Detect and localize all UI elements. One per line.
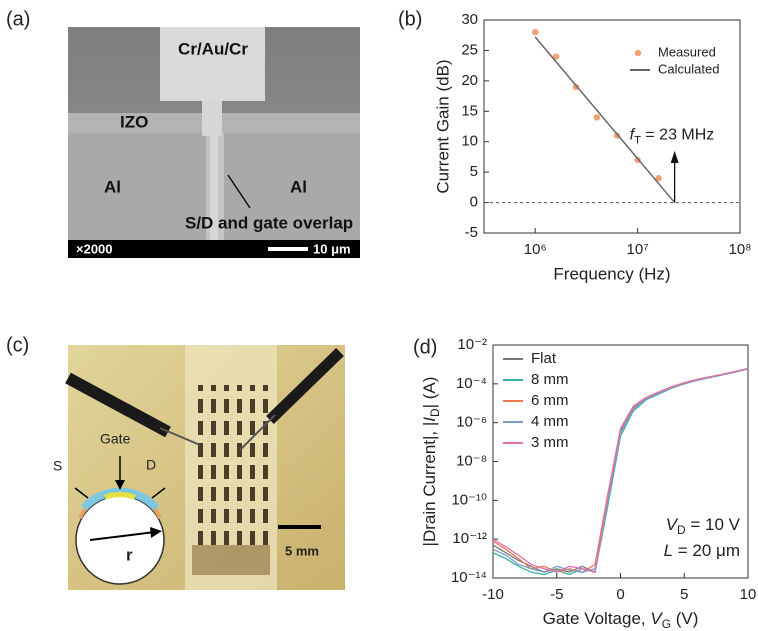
- y-tick-label: 10⁻¹⁰: [451, 491, 487, 508]
- plot-area: [532, 29, 675, 203]
- x-tick-label: 10⁶: [524, 241, 547, 258]
- y-tick-label: 10⁻⁸: [456, 452, 487, 469]
- legend-label: 6 mm: [531, 392, 569, 409]
- x-tick-label: 10⁷: [627, 241, 649, 258]
- y-tick-label: 15: [461, 102, 478, 119]
- y-tick-label: 10: [461, 133, 478, 150]
- x-axis-label: Frequency (Hz): [553, 264, 670, 283]
- image-label: IZO: [120, 112, 148, 131]
- x-axis-label-part: Gate Voltage,: [543, 609, 651, 628]
- panel-label: (c): [6, 334, 29, 356]
- panel-label: (b): [398, 8, 422, 30]
- annotation-part: = 10 V: [686, 515, 741, 534]
- legend-label: 3 mm: [531, 434, 569, 451]
- marker: [594, 114, 600, 120]
- x-axis-label-part: G: [662, 617, 671, 631]
- marker: [532, 29, 538, 35]
- annotation-part: L: [664, 541, 673, 560]
- annotation: L = 20 μm: [664, 541, 740, 560]
- legend-label: 8 mm: [531, 371, 569, 388]
- x-tick-label: 5: [680, 586, 688, 603]
- y-tick-label: 5: [470, 163, 478, 180]
- x-tick-label: 0: [616, 586, 624, 603]
- y-tick-label: 25: [461, 41, 478, 58]
- y-tick-label: 10⁻²: [457, 336, 487, 353]
- panel-label: (a): [6, 8, 30, 30]
- sem-image: Cr/Au/Cr IZO Al Al S/D and gate overlap …: [68, 27, 360, 258]
- legend-label: Measured: [658, 44, 716, 59]
- image-label: Cr/Au/Cr: [178, 39, 248, 58]
- legend-label: Flat: [531, 350, 557, 367]
- annotation: VD = 10 V: [666, 515, 741, 537]
- image-label: Al: [104, 177, 121, 196]
- magnification: ×2000: [76, 241, 113, 256]
- x-axis-label: Gate Voltage, VG (V): [543, 609, 699, 631]
- figure-canvas: (a) (b) (c) (d) Cr/Au/Cr IZO Al Al S/D a…: [0, 0, 758, 631]
- scale-bar-label: 5 mm: [285, 543, 319, 558]
- x-tick-label: 10⁸: [728, 241, 751, 258]
- image-label: Al: [290, 177, 307, 196]
- y-tick-label: 10⁻⁶: [456, 414, 487, 431]
- image-label: r: [126, 545, 133, 564]
- y-tick-label: 10⁻⁴: [456, 375, 487, 392]
- y-axis-label-part: |Drain Current|, |: [420, 422, 439, 547]
- y-tick-label: 0: [470, 194, 478, 211]
- series-line: [535, 37, 674, 203]
- legend-label: 4 mm: [531, 413, 569, 430]
- image-label: S: [53, 458, 62, 474]
- x-tick-label: 10: [740, 586, 757, 603]
- scale-bar-label: 10 μm: [313, 241, 351, 256]
- y-tick-label: 30: [461, 11, 478, 28]
- x-axis-label-part: (V): [671, 609, 698, 628]
- annotation-part: = 23 MHz: [641, 127, 714, 144]
- image-label: D: [146, 457, 156, 473]
- annotation-part: = 20 μm: [673, 541, 740, 560]
- y-axis-label: Current Gain (dB): [433, 59, 452, 193]
- x-tick-label: -10: [482, 586, 504, 603]
- y-tick-label: 10⁻¹⁴: [451, 569, 487, 586]
- annotation-arrowhead: [671, 151, 679, 163]
- y-axis-label-part: | (A): [420, 377, 439, 409]
- y-axis-label: |Drain Current|, |ID| (A): [420, 377, 442, 547]
- photo: Gate S D r 5 mm: [40, 345, 345, 590]
- y-tick-label: 10⁻¹²: [452, 530, 487, 547]
- legend-label: Calculated: [658, 61, 719, 76]
- x-tick-label: -5: [550, 586, 563, 603]
- legend-marker: [635, 50, 641, 56]
- annotation: fT = 23 MHz: [630, 127, 715, 147]
- y-tick-label: -5: [465, 224, 478, 241]
- figure: (a) (b) (c) (d) Cr/Au/Cr IZO Al Al S/D a…: [0, 0, 758, 631]
- panel-label: (d): [413, 336, 437, 358]
- image-label: S/D and gate overlap: [185, 213, 353, 232]
- y-tick-label: 20: [461, 72, 478, 89]
- image-label: Gate: [100, 431, 131, 447]
